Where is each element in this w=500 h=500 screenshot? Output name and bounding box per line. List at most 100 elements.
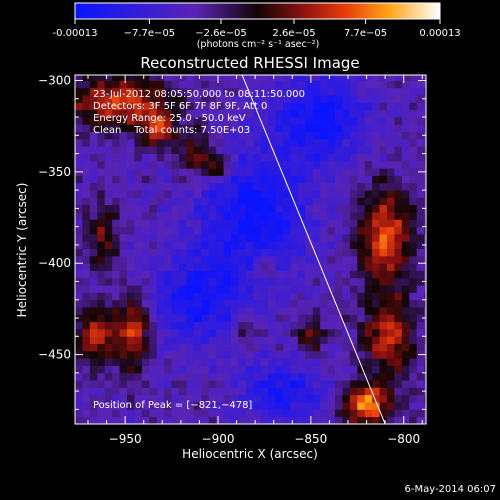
heatmap-cell [335,343,343,352]
heatmap-cell [387,270,395,279]
heatmap-cell [104,292,113,301]
heatmap-cell [186,102,195,111]
heatmap-cell [164,372,172,381]
heatmap-cell [112,365,120,374]
heatmap-cell [357,343,366,352]
heatmap-cell [186,277,195,286]
heatmap-cell [394,416,403,424]
heatmap-cell [97,87,106,96]
heatmap-cell [231,292,239,301]
heatmap-cell [387,314,395,323]
heatmap-cell [342,219,351,228]
heatmap-cell [134,80,143,89]
heatmap-cell [223,314,232,323]
heatmap-cell [171,263,180,271]
heatmap-cell [342,153,351,162]
heatmap-cell [156,190,165,198]
heatmap-cell [245,358,254,366]
solar-limb-line [241,74,386,425]
heatmap-cell [342,146,351,154]
heatmap-cell [127,117,135,125]
heatmap-cell [238,160,247,169]
heatmap-cell [305,350,314,359]
heatmap-cell [401,380,410,388]
heatmap-cell [171,372,180,381]
heatmap-cell [349,197,358,206]
heatmap-cell [349,153,358,162]
heatmap-cell [149,131,158,140]
heatmap-cell [283,299,291,308]
heatmap-cell [342,117,351,125]
heatmap-cell [387,212,395,220]
heatmap-cell [424,263,426,271]
heatmap-cell [253,117,262,125]
heatmap-cell [89,219,98,228]
heatmap-cell [89,131,98,140]
heatmap-cell [134,95,143,103]
heatmap-cell [171,350,180,359]
heatmap-cell [238,204,247,213]
heatmap-cell [364,248,373,257]
heatmap-cell [364,160,373,169]
heatmap-cell [201,124,210,133]
heatmap-cell [320,87,328,96]
heatmap-cell [327,394,336,403]
heatmap-cell [394,328,403,337]
heatmap-cell [401,190,410,198]
heatmap-cell [312,292,321,301]
heatmap-cell [416,219,425,228]
heatmap-cell [349,75,358,81]
heatmap-cell [290,328,299,337]
heatmap-cell [342,299,351,308]
heatmap-cell [409,394,418,403]
heatmap-cell [134,175,143,184]
heatmap-cell [82,292,91,301]
heatmap-cell [312,307,321,315]
heatmap-cell [97,75,106,81]
heatmap-cell [253,416,262,424]
heatmap-cell [253,241,262,249]
heatmap-cell [268,138,276,147]
heatmap-cell [238,124,247,133]
heatmap-cell [342,255,351,264]
heatmap-cell [379,153,388,162]
heatmap-cell [312,131,321,140]
heatmap-cell [104,95,113,103]
heatmap-cell [201,358,210,366]
heatmap-cell [223,190,232,198]
heatmap-cell [193,80,202,89]
heatmap-cell [394,314,403,323]
heatmap-cell [394,87,403,96]
heatmap-cell [186,299,195,308]
heatmap-cell [275,138,284,147]
heatmap-cell [149,343,158,352]
heatmap-cell [342,182,351,191]
heatmap-cell [82,124,91,133]
heatmap-cell [372,95,380,103]
heatmap-cell [119,190,128,198]
heatmap-cell [342,190,351,198]
heatmap-cell [364,321,373,330]
heatmap-cell [82,182,91,191]
heatmap-cell [127,175,135,184]
heatmap-cell [409,285,418,293]
heatmap-cell [327,190,336,198]
heatmap-cell [416,212,425,220]
heatmap-cell [297,248,306,257]
heatmap-cell [416,160,425,169]
heatmap-cell [253,343,262,352]
heatmap-cell [149,321,158,330]
heatmap-cell [245,153,254,162]
heatmap-cell [201,285,210,293]
heatmap-cell [104,131,113,140]
heatmap-cell [335,285,343,293]
heatmap-cell [193,95,202,103]
heatmap-cell [290,87,299,96]
heatmap-cell [275,146,284,154]
heatmap-cell [223,336,232,345]
heatmap-cell [201,328,210,337]
heatmap-cell [297,75,306,81]
heatmap-cell [268,124,276,133]
heatmap-cell [216,402,224,410]
heatmap-cell [75,336,83,345]
